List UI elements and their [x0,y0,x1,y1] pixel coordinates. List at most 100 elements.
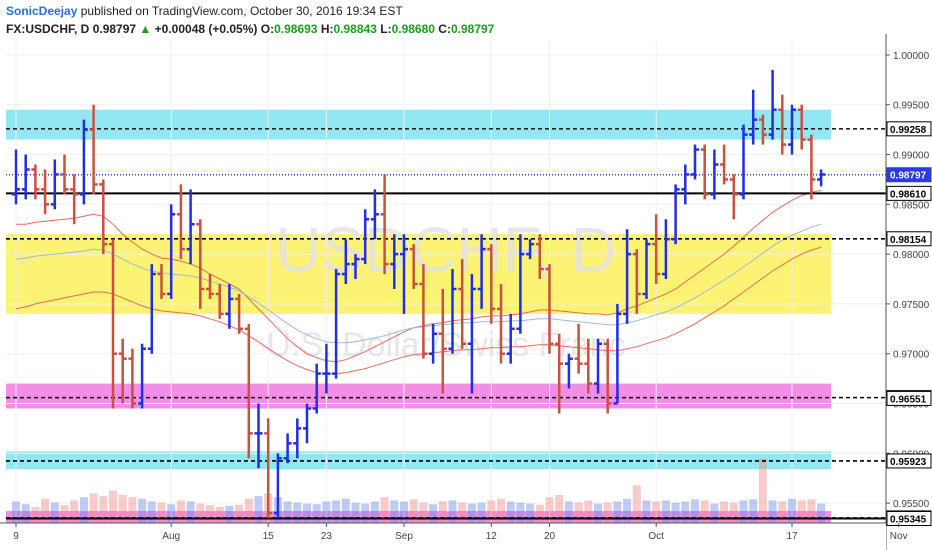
volume-bar [235,504,244,523]
volume-bar [545,497,554,523]
ohlc-bar [778,94,787,155]
ohlc-bar [157,264,166,299]
ohlc-bar [681,164,690,205]
ohlc-bar [506,313,515,364]
ohlc-bar [400,234,408,314]
time-tick-label: Nov [890,531,908,542]
volume-bar [632,485,641,523]
price-tick-label: 0.99000 [893,151,930,162]
zone-3 [6,383,832,409]
ohlc-bar [235,293,244,334]
volume-bar [60,505,69,523]
level-badge [886,167,932,183]
ohlc-bar [109,239,117,409]
volume-bar [526,503,535,523]
ohlc-bar [206,274,214,299]
symbol-label[interactable]: FX:USDCHF, D [6,22,90,36]
volume-bar [535,504,544,523]
ohlc-bar [12,149,20,205]
ohlc-bar [370,189,379,240]
volume-bar [671,502,680,523]
ohlc-bar [361,209,370,265]
volume-bar [361,503,370,523]
volume-bar [138,498,147,523]
publisher-name[interactable]: SonicDeejay [6,4,78,18]
zone-0 [6,109,832,140]
ohlc-bar [89,104,98,195]
ohlc-bar [419,264,428,359]
price-tick-label: 0.99500 [893,101,930,112]
ohlc-bar [477,234,486,309]
ohlc-bar [409,244,418,289]
ohlc-bar [671,184,680,245]
level-badge [886,121,932,137]
level-badge [886,231,932,247]
volume-bar [749,499,758,523]
volume-bar [79,497,88,523]
level-label: 0.98154 [890,235,927,246]
watermark-symbol: USDCHF, D [275,214,616,286]
price-tick-label: 0.97000 [893,350,930,361]
zone-1 [6,234,832,314]
ohlc-bar [720,144,729,185]
volume-bar [691,499,699,523]
ohlc-bar [729,174,738,220]
ohlc-bar [429,323,438,364]
volume-bar [109,490,117,523]
publish-line: SonicDeejay published on TradingView.com… [6,4,403,18]
volume-bar [312,504,321,523]
high-value: 0.98843 [333,22,377,36]
volume-bar [458,502,467,523]
volume-bar [370,501,379,523]
ohlc-bar [700,144,709,200]
volume-bar [729,502,738,523]
ohlc-bar [632,249,641,314]
level-label: 0.96551 [890,394,927,405]
ohlc-bar [196,219,205,309]
volume-bar [419,502,428,523]
volume-bar [341,498,350,523]
volume-bar [99,496,108,523]
volume-bar [720,501,729,523]
ohlc-bar [807,134,816,200]
volume-bar [788,498,796,523]
time-tick-label: Oct [648,531,664,542]
ma-line-1 [15,223,822,344]
volume-bar [332,500,341,523]
ohlc-bar [710,149,719,200]
volume-bar [516,502,525,523]
volume-bar [574,502,583,523]
volume-layer [12,458,826,523]
ohlc-bar [448,269,457,354]
time-tick-label: 9 [13,531,19,542]
volume-bar [710,503,719,523]
ohlc-bar [70,174,79,225]
ohlc-bar [303,403,311,444]
ohlc-bar [390,234,399,289]
volume-bar [128,497,137,523]
ohlc-bar [332,269,341,379]
price-tick-label: 0.98500 [893,200,930,211]
zones-layer [6,109,832,525]
ohlc-bar [545,264,554,354]
low-value: 0.98680 [391,22,435,36]
volume-bar [118,495,127,523]
ohlc-bar [176,184,185,260]
close-label: C: [438,22,451,36]
open-value: 0.98693 [274,22,318,36]
ohlc-bar [147,264,156,354]
ohlc-bar [128,348,137,409]
volume-bar [21,504,30,523]
ohlc-bar [574,323,583,374]
ohlc-bar [691,144,699,180]
volume-bar [186,501,195,523]
ohlc-bar [167,204,176,299]
ohlc-bar [613,303,622,405]
level-badge [886,185,932,201]
time-tick-label: Aug [162,531,180,542]
volume-bar [176,500,185,523]
volume-bar [681,501,690,523]
time-tick-label: 23 [321,531,333,542]
volume-bar [555,495,564,523]
